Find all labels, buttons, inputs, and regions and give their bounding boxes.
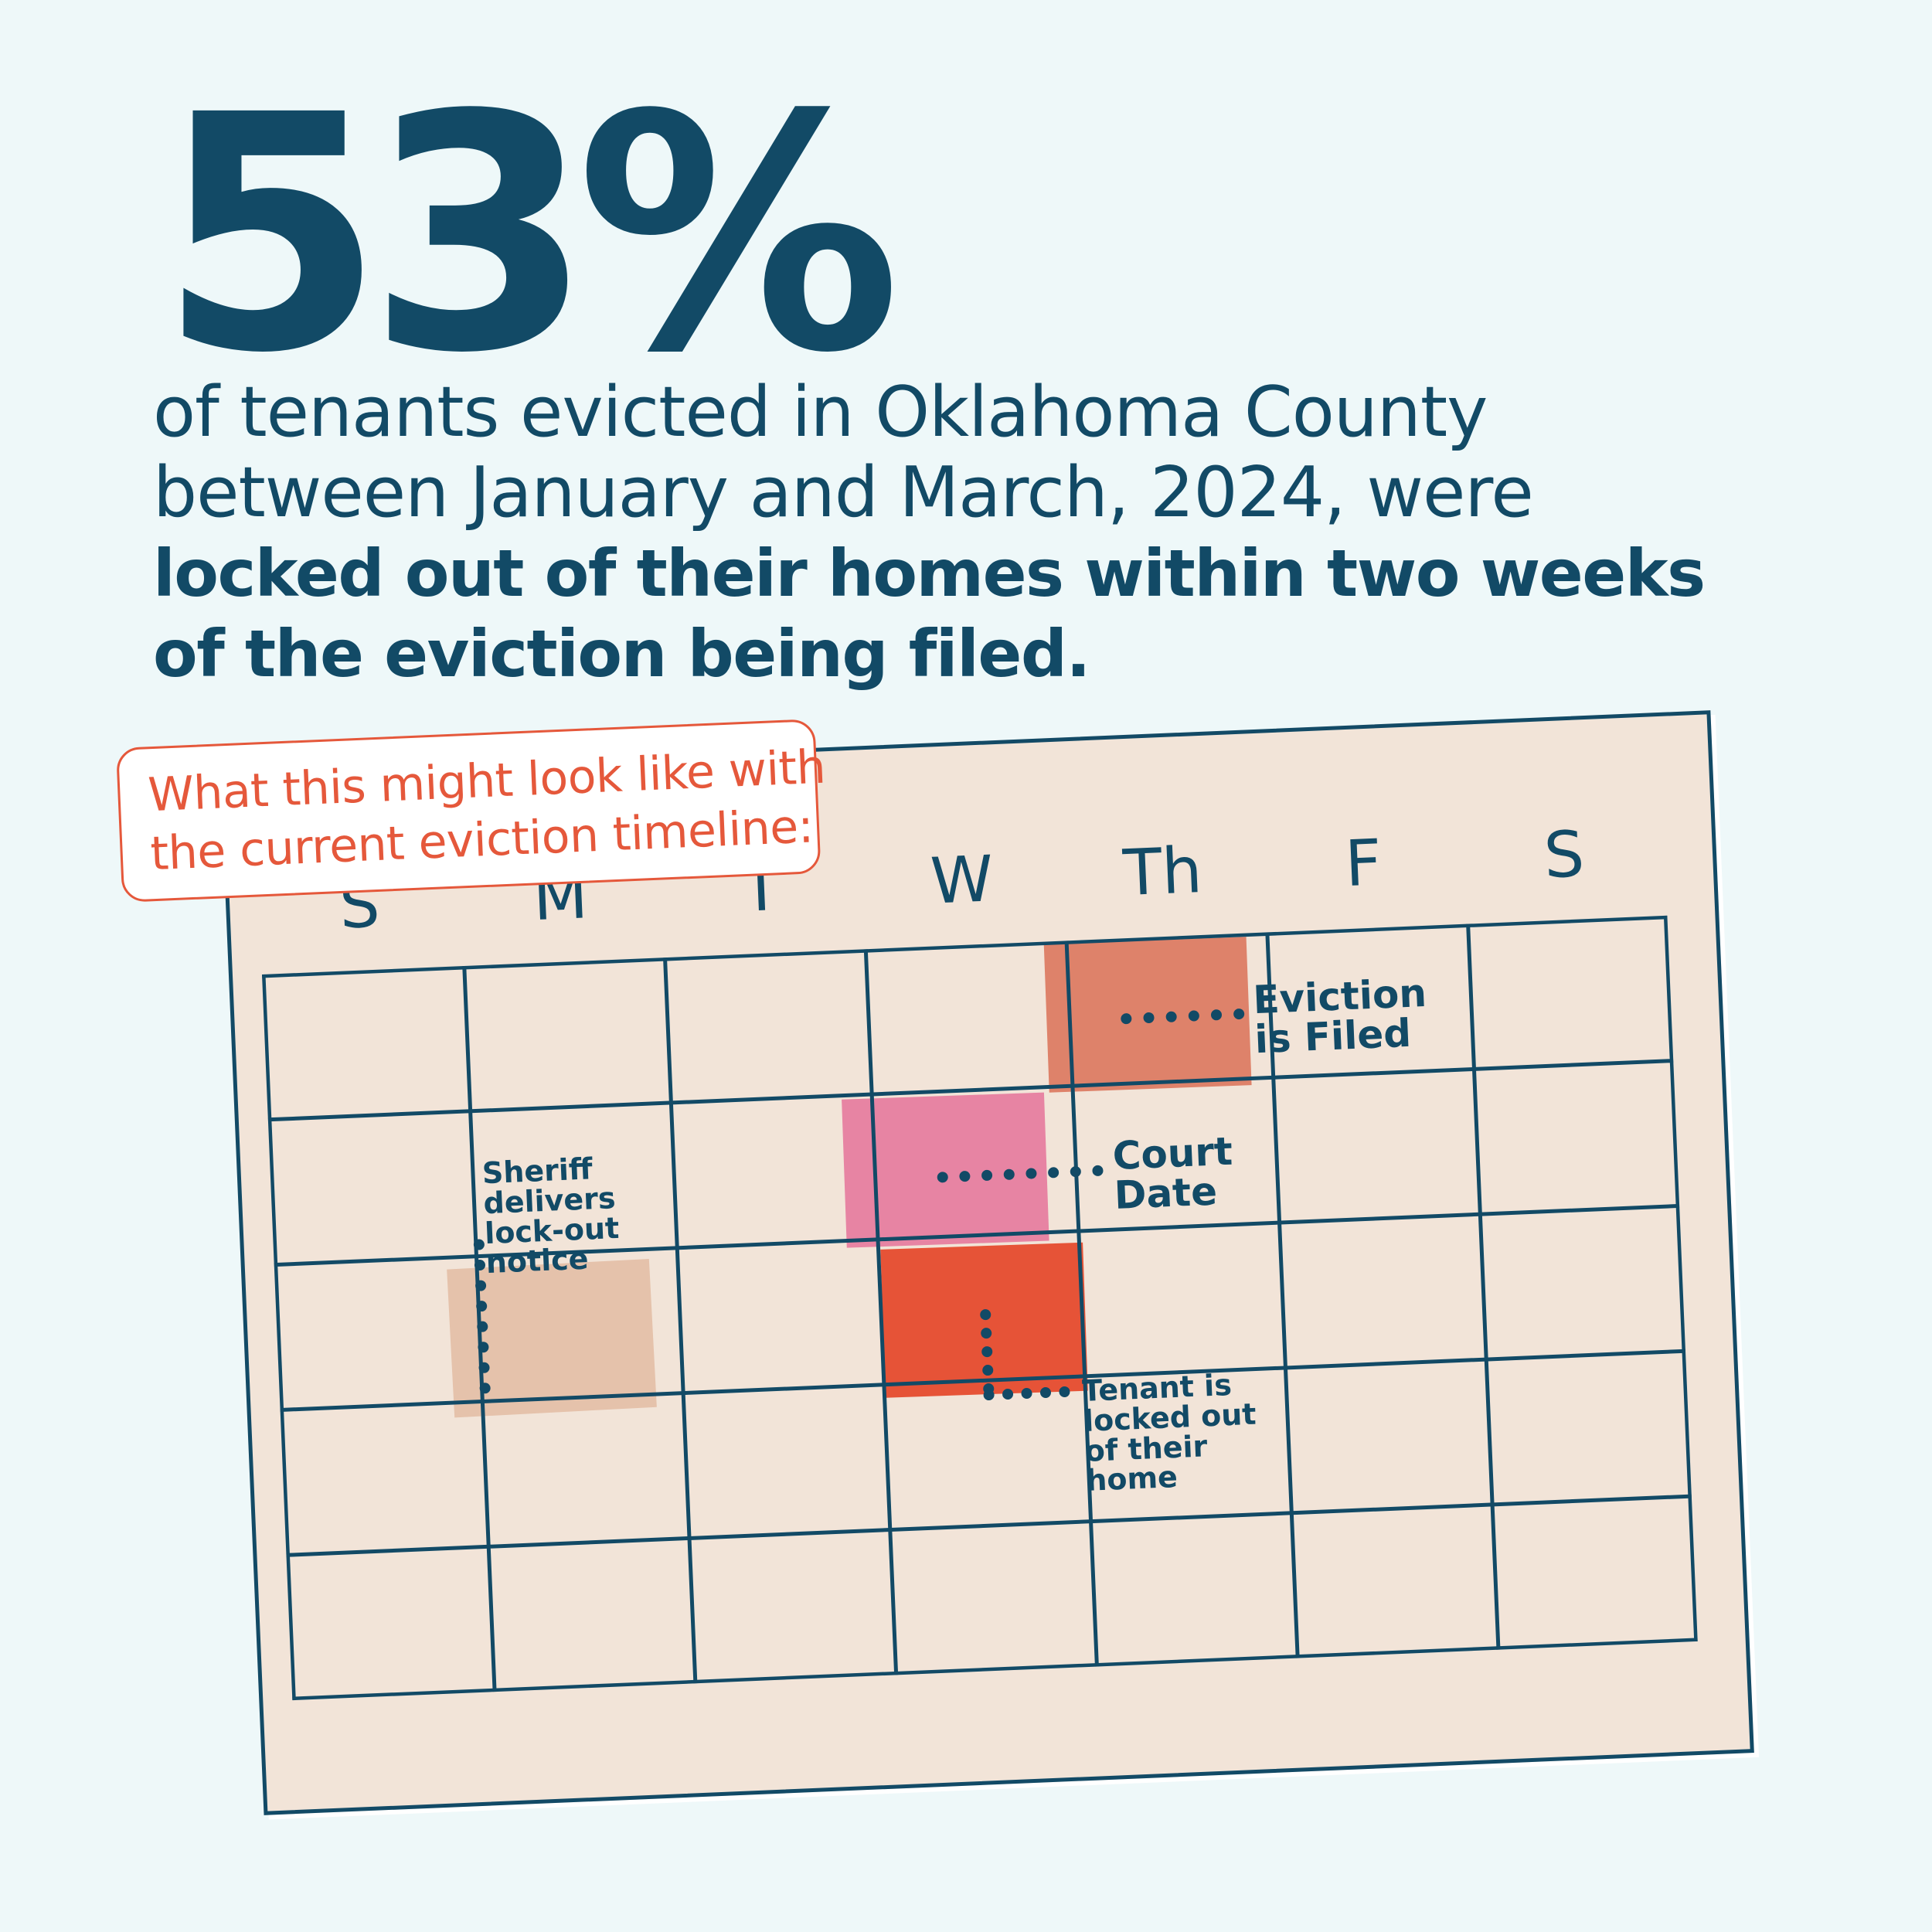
label-court-date: Court Date — [1111, 1128, 1234, 1219]
grid-line — [261, 915, 1668, 978]
grid-line — [1663, 915, 1698, 1642]
grid-line — [1064, 940, 1099, 1667]
calendar-grid — [261, 915, 1698, 1701]
headline-stat: 53% — [158, 46, 901, 424]
grid-line — [1466, 923, 1501, 1650]
grid-line — [863, 949, 899, 1675]
weekday-friday: F — [1343, 826, 1383, 902]
grid-line — [663, 957, 698, 1684]
weekday-thursday: Th — [1121, 833, 1204, 911]
weekday-wednesday: W — [929, 842, 995, 919]
summary-line-2: between January and March, 2024, were — [153, 452, 1534, 533]
label-lockout-notice: Sheriff delivers lock-out notice — [481, 1151, 621, 1281]
grid-line — [280, 1349, 1686, 1412]
label-locked-out: Tenant is locked out of their home — [1081, 1367, 1257, 1498]
grid-line — [267, 1059, 1674, 1122]
grid-line — [462, 965, 497, 1692]
grid-line — [1265, 932, 1300, 1658]
label-eviction-filed: Eviction is Filed — [1252, 970, 1428, 1063]
grid-line — [274, 1203, 1680, 1267]
weekday-saturday: S — [1542, 818, 1586, 893]
summary-text: of tenants evicted in Oklahoma County be… — [153, 372, 1900, 694]
calendar-card: S M T W Th F S Eviction is Filed Court D… — [220, 710, 1754, 1815]
summary-line-1: of tenants evicted in Oklahoma County — [153, 372, 1488, 453]
summary-line-3: locked out of their homes within two wee… — [153, 536, 1706, 611]
grid-line — [292, 1638, 1698, 1701]
timeline-callout: What this might look like with the curre… — [116, 719, 827, 903]
summary-line-4: of the eviction being filed. — [153, 616, 1090, 692]
grid-line — [261, 974, 296, 1701]
grid-line — [286, 1494, 1692, 1557]
